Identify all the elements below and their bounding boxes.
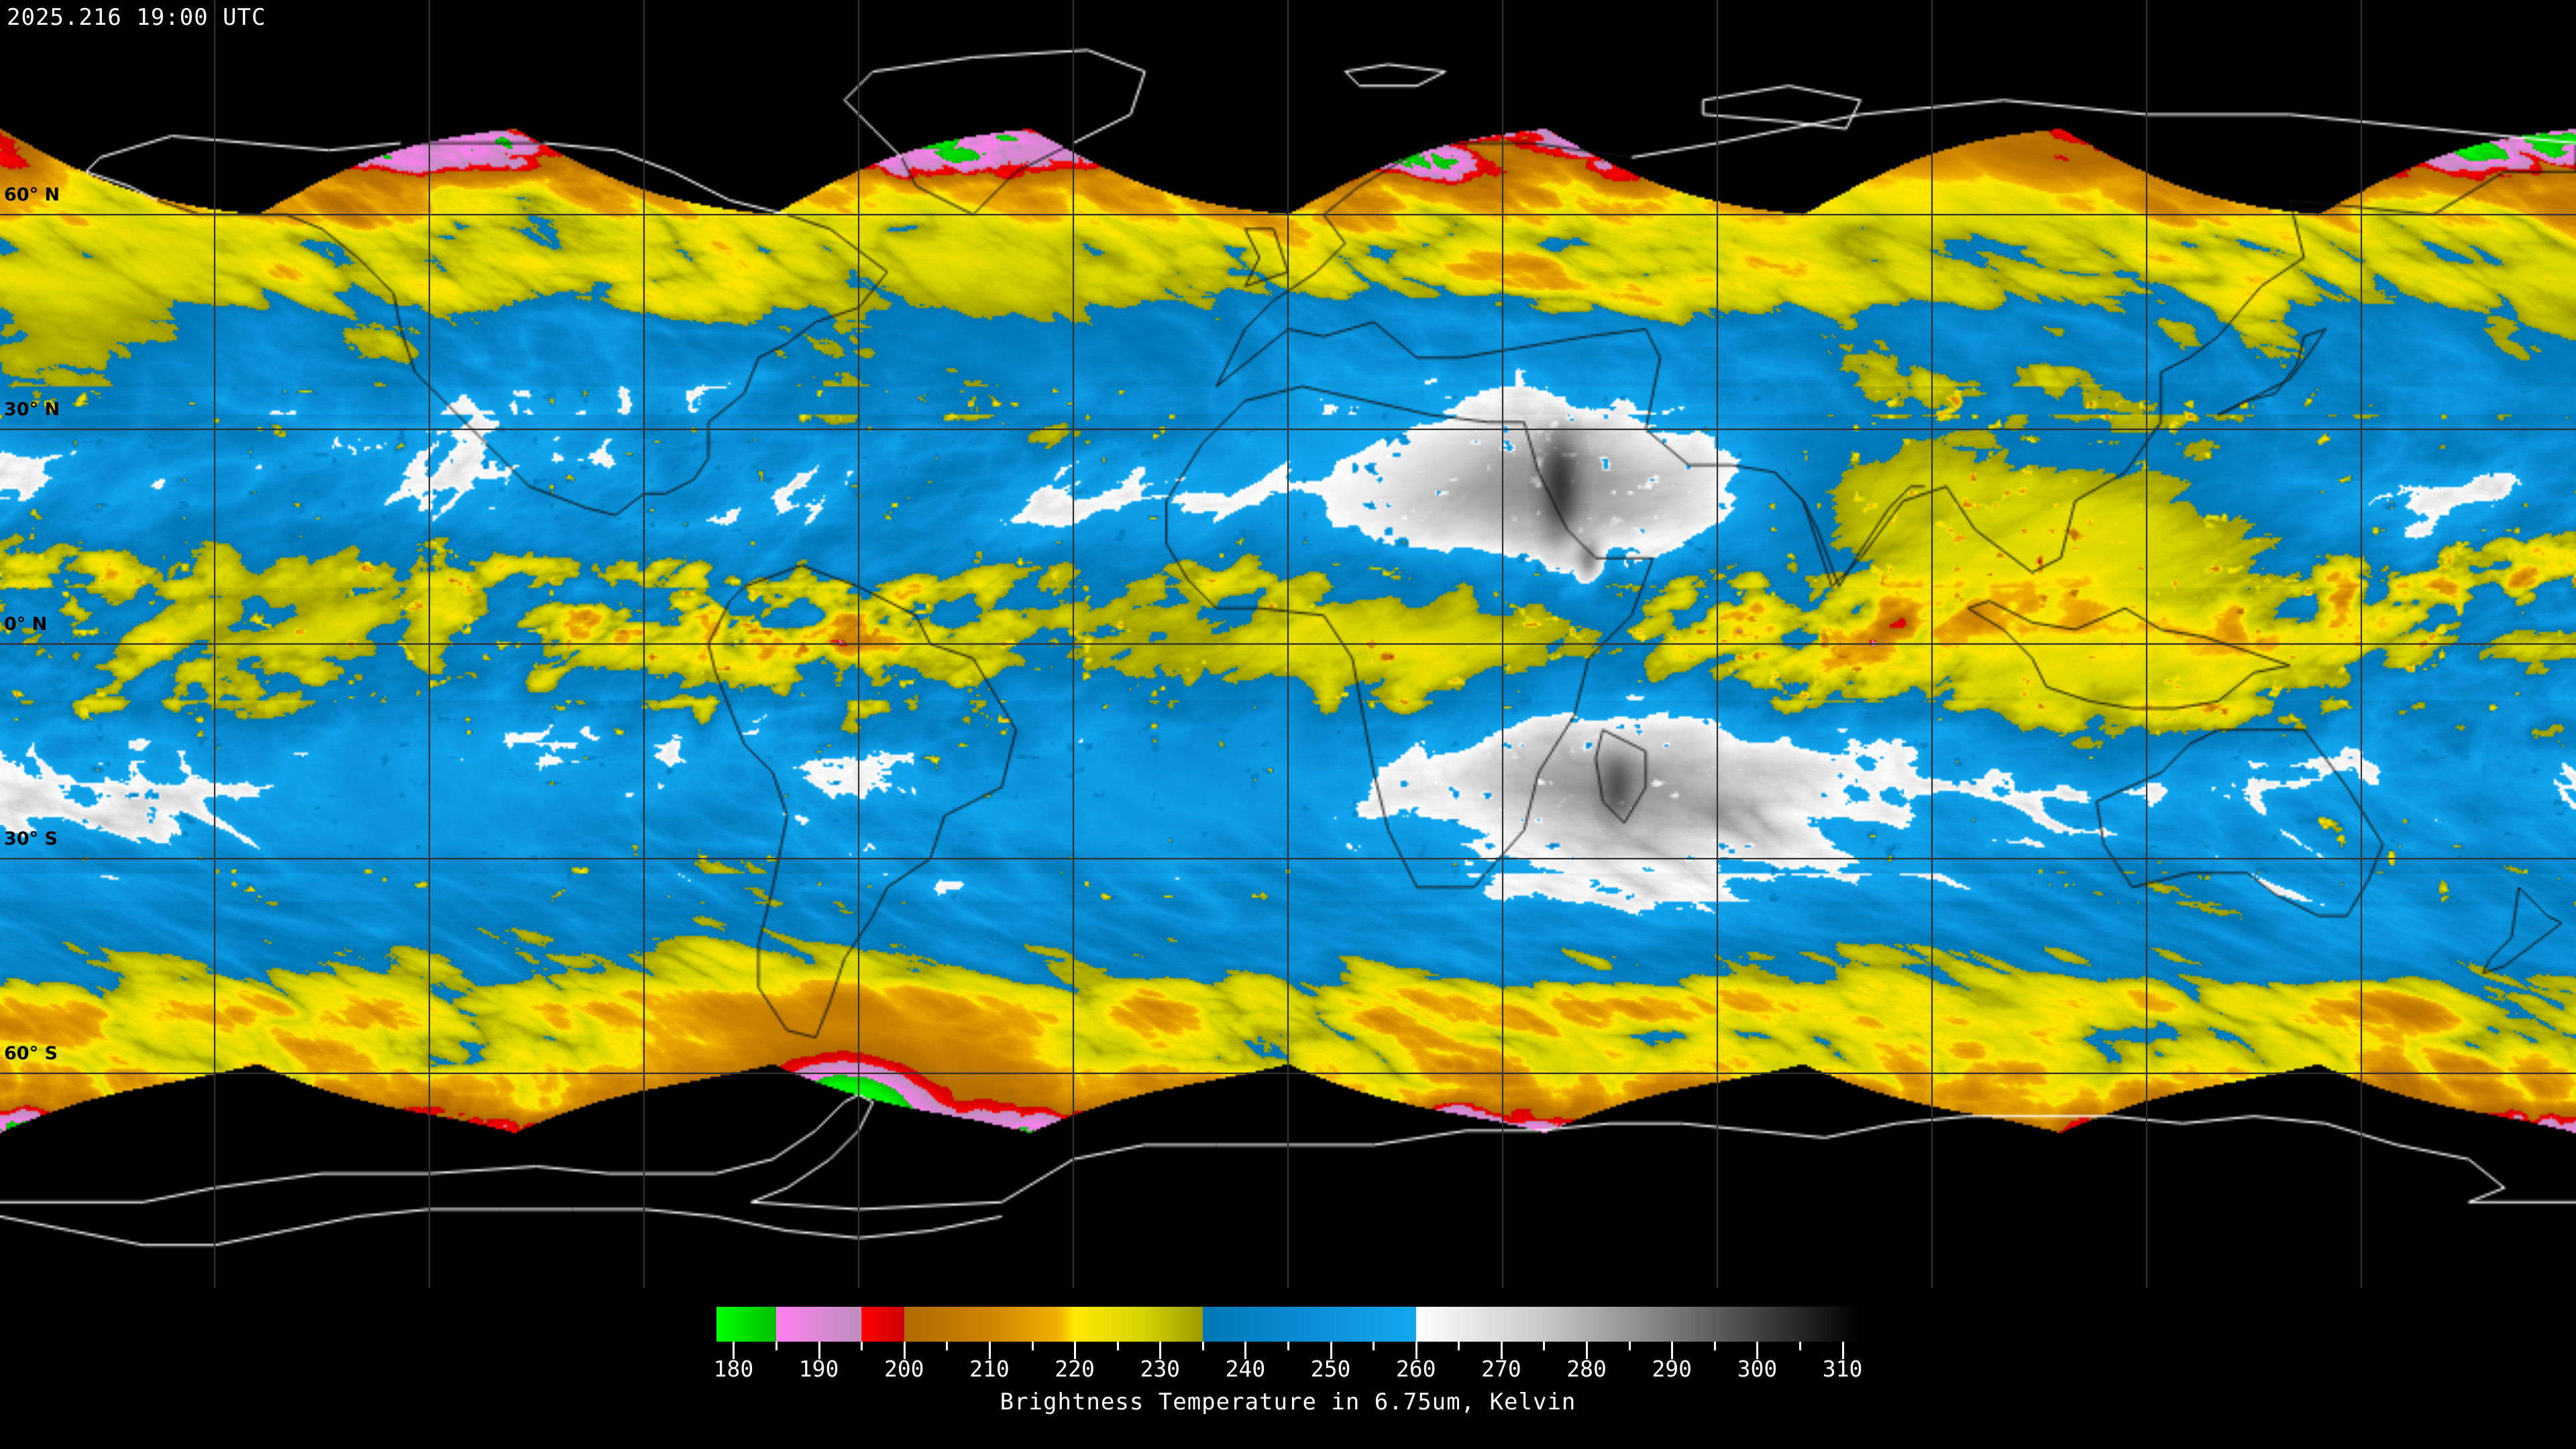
colorbar-minor-tick [1799,1342,1801,1350]
map-panel: 60° N 30° N 0° N 30° S 60° S 2025.216 19… [0,0,2576,1288]
colorbar-tick-label: 250 [1310,1356,1351,1382]
colorbar-major-tick [1756,1342,1759,1359]
colorbar-major-tick [1671,1342,1674,1359]
colorbar [716,1307,1860,1342]
colorbar-minor-tick [1116,1342,1119,1350]
lat-label-30n: 30° N [4,399,60,420]
colorbar-minor-tick [1031,1342,1034,1350]
colorbar-minor-tick [1287,1342,1289,1350]
colorbar-minor-tick [861,1342,863,1350]
brightness-temperature-raster [0,0,2576,1288]
colorbar-major-tick [1244,1342,1247,1359]
colorbar-major-tick [1415,1342,1417,1359]
colorbar-minor-tick [1201,1342,1204,1350]
colorbar-minor-tick [1458,1342,1460,1350]
colorbar-tick-label: 310 [1822,1356,1863,1382]
colorbar-tick-label: 230 [1140,1356,1181,1382]
lat-label-30s: 30° S [4,828,58,849]
colorbar-major-tick [1841,1342,1844,1359]
colorbar-minor-tick [1373,1342,1375,1350]
lat-label-60s: 60° S [4,1043,58,1064]
colorbar-tick-label: 260 [1395,1356,1436,1382]
colorbar-major-tick [1586,1342,1589,1359]
lat-label-60n: 60° N [4,184,60,205]
colorbar-major-tick [903,1342,906,1359]
colorbar-major-tick [1159,1342,1162,1359]
colorbar-major-tick [818,1342,820,1359]
colorbar-tick-label: 280 [1566,1356,1607,1382]
colorbar-caption: Brightness Temperature in 6.75um, Kelvin [1000,1389,1576,1415]
colorbar-tick-label: 240 [1225,1356,1266,1382]
lat-label-0n: 0° N [4,614,48,635]
timestamp-label: 2025.216 19:00 UTC [7,4,266,31]
colorbar-gradient [716,1307,1860,1342]
colorbar-major-tick [1500,1342,1503,1359]
colorbar-tick-label: 210 [969,1356,1010,1382]
colorbar-panel: Brightness Temperature in 6.75um, Kelvin… [0,1288,2576,1449]
colorbar-tick-label: 180 [713,1356,754,1382]
colorbar-major-tick [1074,1342,1077,1359]
colorbar-ticks [716,1342,1860,1359]
colorbar-tick-label: 200 [883,1356,924,1382]
colorbar-tick-label: 220 [1055,1356,1095,1382]
colorbar-minor-tick [775,1342,777,1350]
colorbar-minor-tick [1628,1342,1631,1350]
colorbar-minor-tick [1713,1342,1716,1350]
colorbar-tick-label: 270 [1481,1356,1521,1382]
colorbar-major-tick [1330,1342,1332,1359]
colorbar-minor-tick [946,1342,949,1350]
colorbar-major-tick [733,1342,735,1359]
colorbar-tick-label: 300 [1737,1356,1778,1382]
colorbar-minor-tick [1543,1342,1546,1350]
colorbar-tick-label: 290 [1652,1356,1693,1382]
colorbar-major-tick [988,1342,991,1359]
colorbar-tick-label: 190 [798,1356,839,1382]
